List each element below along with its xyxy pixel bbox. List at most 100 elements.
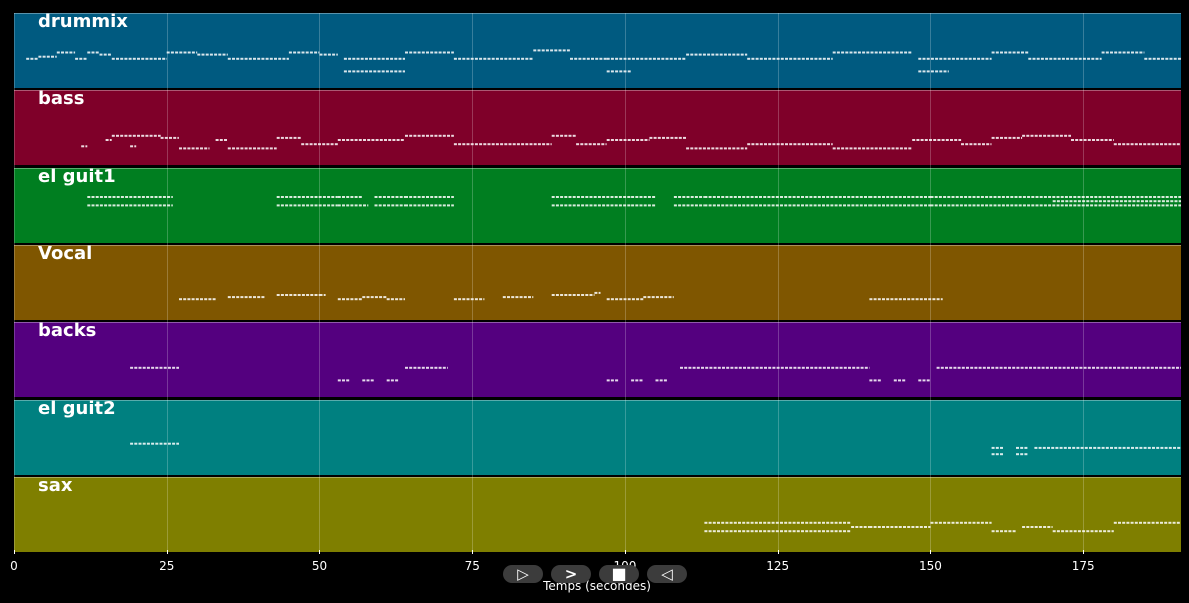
note [332,53,336,56]
track-el-guit2[interactable]: el guit2 [14,398,1181,475]
note [395,195,399,198]
note [79,57,83,60]
note [598,291,601,294]
note [438,203,442,206]
note [451,195,454,198]
note [1168,446,1172,449]
track-vocal[interactable]: Vocal [14,242,1181,320]
track-drummix[interactable]: drummix [14,11,1181,88]
note [301,293,305,296]
note [1060,195,1064,198]
note [155,442,159,445]
reverse-button[interactable]: ◁ [647,565,687,583]
note [386,379,390,382]
note [560,195,564,198]
note [1052,529,1056,532]
note [796,529,800,532]
note [860,366,864,369]
track-sax[interactable]: sax [14,475,1181,552]
note [1043,195,1047,198]
note [698,147,702,150]
note [369,70,373,73]
note [366,295,370,298]
note [801,203,804,206]
next-button[interactable]: > [551,565,591,583]
track-bass[interactable]: bass [14,88,1181,166]
note [1176,521,1180,524]
note [430,366,434,369]
note [447,135,450,138]
note [1139,143,1142,146]
note [374,295,378,298]
note [1024,366,1028,369]
note [382,195,386,198]
note [977,57,981,60]
note [1027,195,1031,198]
note [605,143,607,146]
note [751,57,755,60]
note [458,143,462,146]
note [342,203,345,206]
note [1122,521,1126,524]
note [610,57,614,60]
note [379,295,383,298]
note [227,57,231,60]
note [1143,143,1147,146]
note [511,295,515,298]
note [377,57,381,60]
note [373,70,377,73]
note [1068,446,1071,449]
note [1064,135,1068,138]
note [451,135,454,138]
note [421,135,425,138]
note [438,51,442,54]
track-el-guit1[interactable]: el guit1 [14,166,1181,243]
note [1034,446,1038,449]
note [789,143,793,146]
note [729,195,733,198]
note [208,298,212,301]
note [1026,135,1030,138]
note [322,203,326,206]
track-label: Vocal [38,242,93,264]
note [1110,446,1113,449]
track-backs[interactable]: backs [14,320,1181,398]
note [843,366,847,369]
note [1132,199,1136,202]
note [862,147,866,150]
note [995,529,999,532]
note [772,57,776,60]
note [236,57,240,60]
note [112,203,116,206]
note [845,147,849,150]
note [721,521,725,524]
note [943,70,947,73]
note [1079,139,1083,142]
note [838,203,842,206]
note [434,203,438,206]
note [227,147,231,150]
note [926,379,930,382]
note [785,57,788,60]
note [179,298,182,301]
grid-line [166,13,168,550]
note [936,366,940,369]
note [390,57,394,60]
stop-button[interactable]: ■ [599,565,639,583]
note [882,298,885,301]
note [1105,51,1109,54]
note [964,195,968,198]
note [177,137,179,140]
note [771,521,775,524]
note [568,293,572,296]
note [1130,143,1134,146]
note [434,51,438,54]
play-button[interactable]: ▷ [503,565,543,583]
note [704,195,708,198]
note [1161,203,1165,206]
note [391,195,395,198]
note [902,379,906,382]
note [1169,195,1173,198]
note [405,135,408,138]
note [1012,137,1016,140]
